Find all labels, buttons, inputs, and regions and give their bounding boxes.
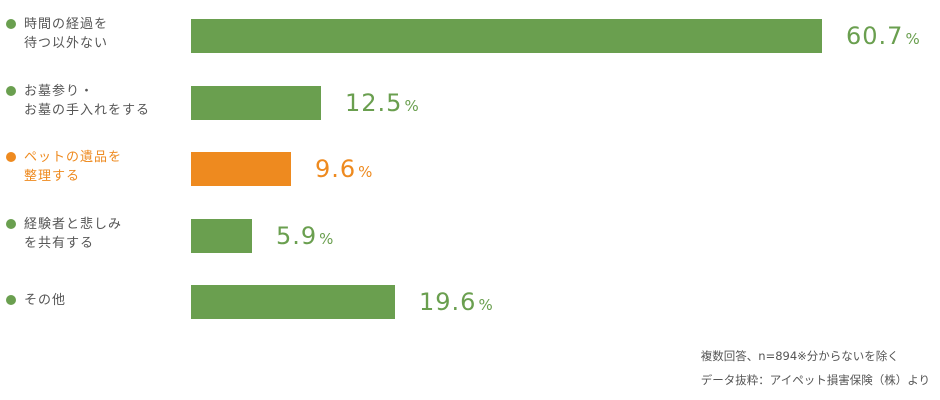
category-label-text: 時間の経過を 待つ以外ない bbox=[24, 15, 108, 53]
category-label-text: お墓参り・お墓の手入れをする bbox=[24, 82, 150, 120]
category-label-line: 整理する bbox=[24, 169, 81, 184]
category-label-text: ペットの遺品を 整理する bbox=[24, 148, 122, 186]
category-label-line: 待つ以外ない bbox=[24, 36, 109, 51]
bar-value-unit: % bbox=[319, 229, 335, 248]
bar-value-unit: % bbox=[358, 163, 374, 181]
bar-value-label: 60.7% bbox=[846, 19, 921, 56]
category-label-line: その他 bbox=[24, 292, 67, 308]
bar-value-number: 12.5 bbox=[345, 88, 403, 117]
category-label-line: お墓参り・ bbox=[24, 83, 95, 99]
note-source: データ抜粋：アイペット損害保険（株）より bbox=[700, 373, 930, 387]
note-sample-size: 複数回答、n=894※分からないを除く bbox=[700, 349, 899, 363]
bar-value-label: 5.9% bbox=[276, 219, 334, 256]
chart-bar bbox=[191, 285, 395, 319]
bullet-dot-icon bbox=[6, 152, 16, 162]
bullet-dot-icon bbox=[6, 19, 16, 29]
category-label-text: 経験者と悲しみ を共有する bbox=[24, 215, 122, 253]
bar-value-label: 19.6% bbox=[419, 285, 494, 322]
bar-value-number: 5.9 bbox=[276, 221, 318, 250]
bar-value-number: 19.6 bbox=[419, 288, 477, 316]
chart-notes: 複数回答、n=894※分からないを除く データ抜粋：アイペット損害保険（株）より bbox=[701, 344, 930, 392]
bar-value-unit: % bbox=[905, 30, 921, 48]
chart-bar bbox=[191, 152, 291, 186]
category-label: 経験者と悲しみ を共有する bbox=[6, 215, 181, 253]
category-label: 時間の経過を 待つ以外ない bbox=[6, 15, 181, 53]
category-label-line: ペットの遺品を bbox=[24, 150, 123, 165]
bar-value-label: 12.5% bbox=[345, 86, 420, 123]
bullet-dot-icon bbox=[6, 85, 16, 96]
bar-value-label: 9.6% bbox=[315, 152, 373, 189]
category-label-text: その他 bbox=[24, 291, 66, 310]
bar-value-number: 60.7 bbox=[846, 22, 904, 50]
bullet-dot-icon bbox=[6, 294, 16, 305]
category-label-line: お墓の手入れをする bbox=[24, 102, 151, 118]
chart-bar bbox=[191, 19, 822, 53]
category-label-line: 経験者と悲しみ bbox=[24, 216, 123, 232]
bar-value-unit: % bbox=[478, 296, 494, 314]
category-label-line: 時間の経過を bbox=[24, 17, 109, 32]
bar-value-number: 9.6 bbox=[315, 155, 357, 183]
category-label: その他 bbox=[6, 291, 181, 310]
chart-bar bbox=[191, 85, 321, 120]
chart-bar bbox=[191, 218, 252, 253]
category-label: ペットの遺品を 整理する bbox=[6, 148, 181, 186]
category-label-line: を共有する bbox=[24, 235, 95, 251]
category-label: お墓参り・お墓の手入れをする bbox=[6, 82, 181, 120]
bar-value-unit: % bbox=[404, 96, 420, 115]
bullet-dot-icon bbox=[6, 218, 16, 229]
